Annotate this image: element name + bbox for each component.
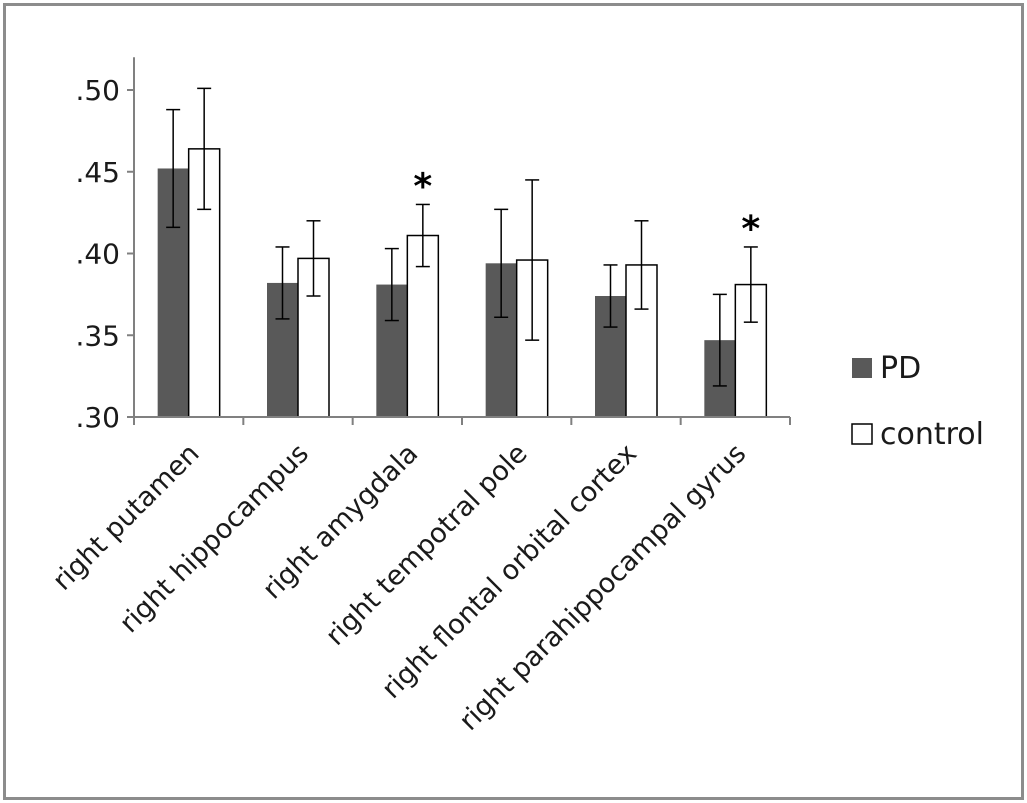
y-tick-label: .35	[75, 319, 120, 352]
legend-swatch-pd	[852, 358, 872, 378]
x-category-label: right hippocampus	[114, 438, 315, 639]
y-tick-label: .45	[75, 156, 120, 189]
legend-label-pd: PD	[880, 351, 921, 386]
significance-star: *	[413, 166, 432, 207]
y-tick-label: .30	[75, 401, 120, 434]
bars	[157, 148, 768, 418]
legend-swatch-control	[851, 423, 873, 445]
significance-star: *	[741, 209, 760, 250]
legend-label-control: control	[880, 417, 984, 452]
error-bars	[166, 87, 758, 387]
y-tick-label: .40	[75, 238, 120, 271]
x-category-label: right tempotral pole	[320, 438, 534, 652]
y-tick-label: .50	[75, 74, 120, 107]
y-axis: .30 .35 .40 .45 .50	[75, 57, 135, 434]
chart-frame: .30 .35 .40 .45 .50 right putamen right hippo…	[3, 3, 1024, 800]
significance-markers: **	[413, 166, 760, 250]
legend: PD control	[851, 351, 984, 452]
